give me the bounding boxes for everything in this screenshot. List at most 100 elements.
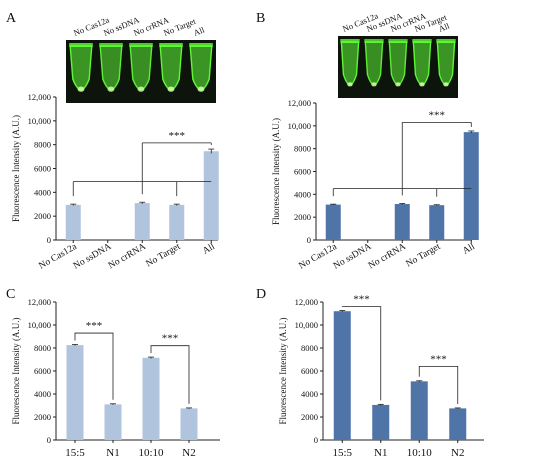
panel-letter-c: C — [6, 287, 15, 302]
significance-label-d: *** — [353, 294, 370, 306]
y-tick-label-a: 10,000 — [28, 116, 51, 126]
x-tick-label-d: N1 — [374, 447, 387, 459]
bar-c — [180, 408, 198, 440]
bar-d — [372, 404, 390, 440]
tube-glow-b — [419, 82, 425, 87]
tube-rim-b — [364, 39, 384, 43]
x-tick-label-a: No crRNA — [107, 242, 148, 271]
bar-c — [104, 404, 122, 440]
y-tick-label-c: 2000 — [34, 412, 51, 422]
tube-glow-a — [107, 86, 115, 92]
x-tick-label-a: All — [201, 242, 217, 257]
tube-glow-b — [395, 82, 401, 87]
y-tick-label-a: 12,000 — [28, 92, 51, 102]
x-tick-label-b: No Cas12a — [297, 242, 339, 272]
y-tick-label-c: 12,000 — [28, 297, 51, 307]
bar-a — [134, 203, 150, 240]
tube-glow-b — [443, 82, 449, 87]
gel-lane-label-b: All — [437, 20, 451, 34]
x-tick-label-b: No crRNA — [367, 242, 408, 271]
bar-c — [66, 345, 84, 440]
y-axis-title-a: Fluorescence Intensity (A.U.) — [11, 115, 21, 222]
y-tick-label-a: 8000 — [34, 140, 51, 150]
bracket-d — [341, 306, 382, 401]
panel-letter-d: D — [256, 287, 266, 302]
x-tick-label-d: N2 — [451, 447, 464, 459]
x-tick-label-c: 10:10 — [138, 447, 164, 459]
y-axis-title-c: Fluorescence Intensity (A.U.) — [11, 318, 21, 425]
x-tick-label-c: 15:5 — [65, 447, 85, 459]
y-tick-label-a: 4000 — [34, 187, 51, 197]
bar-chart-d: 0 2000 4000 6000 8000 10,000 12,000 Fluorescenc… — [278, 294, 484, 459]
y-tick-label-c: 8000 — [34, 343, 51, 353]
panel-c: C 0 2000 4000 6000 8000 10,000 12,000 Fluoresce… — [6, 287, 220, 459]
significance-label-d: *** — [430, 353, 447, 365]
x-tick-label-b: All — [461, 242, 477, 257]
x-tick-label-a: No Cas12a — [37, 242, 79, 272]
tube-glow-a — [167, 86, 175, 92]
x-tick-label-a: No ssDNA — [72, 242, 113, 272]
y-tick-label-c: 0 — [47, 435, 51, 445]
y-tick-label-c: 6000 — [34, 366, 51, 376]
panel-letter-b: B — [256, 11, 265, 26]
tube-rim-b — [340, 39, 360, 43]
x-tick-label-b: No ssDNA — [332, 242, 373, 272]
tube-glow-a — [137, 86, 145, 92]
panel-letter-a: A — [6, 11, 17, 26]
y-tick-label-b: 8000 — [294, 144, 311, 154]
y-tick-label-d: 8000 — [301, 343, 318, 353]
tube-glow-a — [197, 86, 205, 92]
y-tick-label-d: 2000 — [301, 412, 318, 422]
y-tick-label-b: 10,000 — [288, 121, 311, 131]
y-axis-title-d: Fluorescence Intensity (A.U.) — [278, 318, 288, 425]
gel-lane-label-a: All — [192, 24, 206, 38]
y-tick-label-d: 0 — [314, 435, 318, 445]
y-tick-label-a: 2000 — [34, 211, 51, 221]
bar-a — [169, 204, 185, 240]
bar-d — [449, 408, 467, 440]
significance-label-b: *** — [429, 109, 446, 121]
tube-glow-b — [347, 82, 353, 87]
tube-rim-a — [159, 43, 183, 47]
bracket-c — [150, 345, 190, 404]
y-tick-label-d: 6000 — [301, 366, 318, 376]
panel-d: D 0 2000 4000 6000 8000 10,000 12,000 Fluoresce… — [256, 287, 484, 459]
tube-rim-b — [436, 39, 456, 43]
y-tick-label-d: 10,000 — [295, 320, 318, 330]
y-tick-label-a: 6000 — [34, 164, 51, 174]
y-tick-label-b: 2000 — [294, 212, 311, 222]
y-tick-label-a: 0 — [47, 235, 51, 245]
tube-rim-a — [129, 43, 153, 47]
tube-rim-a — [189, 43, 213, 47]
bar-c — [142, 357, 160, 440]
bar-b — [325, 204, 341, 240]
bar-b — [394, 204, 410, 240]
y-tick-label-d: 12,000 — [295, 297, 318, 307]
bar-d — [333, 311, 351, 440]
bar-d — [410, 381, 428, 440]
significance-label-c: *** — [86, 320, 103, 332]
significance-label-a: *** — [169, 130, 186, 142]
x-tick-label-c: N1 — [106, 447, 119, 459]
tube-rim-a — [69, 43, 93, 47]
tube-glow-a — [77, 86, 85, 92]
y-tick-label-b: 4000 — [294, 189, 311, 199]
x-tick-label-a: No Target — [145, 242, 183, 270]
x-tick-label-d: 10:10 — [407, 447, 433, 459]
bracket-c — [74, 332, 114, 400]
significance-label-c: *** — [162, 333, 179, 345]
tube-rim-b — [412, 39, 432, 43]
bar-chart-b: 0 2000 4000 6000 8000 10,000 12,000 Fluorescenc… — [271, 98, 479, 272]
y-tick-label-b: 12,000 — [288, 98, 311, 108]
bracket-d — [418, 365, 459, 404]
bar-chart-c: 0 2000 4000 6000 8000 10,000 12,000 Fluorescenc… — [11, 297, 220, 459]
bar-a — [65, 204, 81, 240]
x-tick-label-d: 15:5 — [332, 447, 352, 459]
x-tick-label-c: N2 — [182, 447, 195, 459]
bar-chart-a: 0 2000 4000 6000 8000 10,000 12,000 Fluorescenc… — [11, 92, 219, 272]
x-tick-label-b: No Target — [405, 242, 443, 270]
